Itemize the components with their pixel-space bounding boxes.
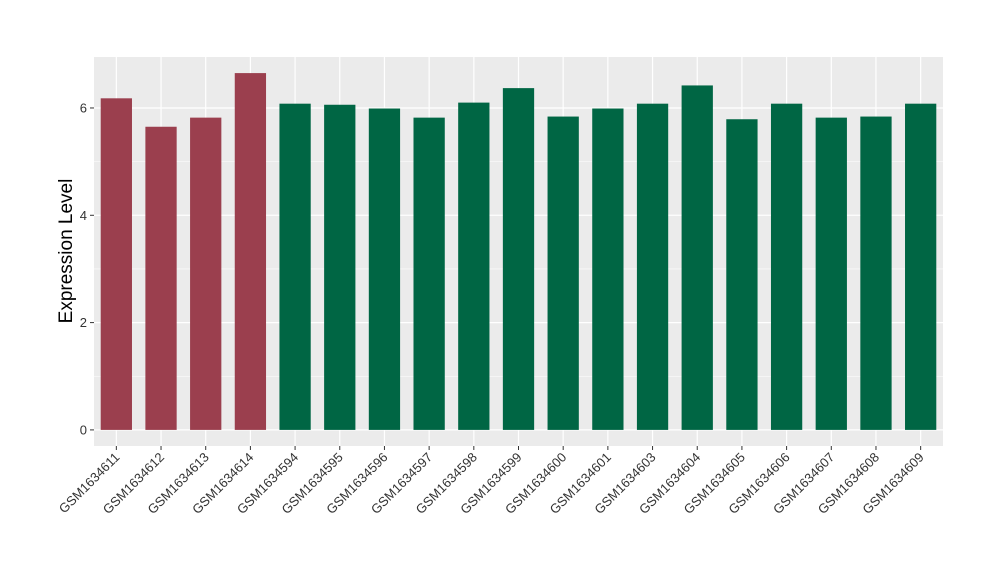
bar: [726, 119, 758, 430]
bar: [592, 108, 624, 430]
bar: [860, 116, 892, 430]
y-axis: 0 2 4 6: [80, 100, 94, 437]
bar: [681, 85, 713, 430]
y-tick-label: 0: [80, 422, 87, 437]
bar: [190, 117, 222, 430]
bar: [234, 73, 267, 430]
bar: [100, 98, 132, 430]
y-axis-title: Expression Level: [56, 179, 77, 324]
bar: [413, 117, 445, 430]
bar: [815, 117, 847, 430]
bar: [547, 116, 579, 430]
bar: [905, 103, 937, 430]
y-tick-label: 4: [80, 208, 87, 223]
y-tick-label: 2: [80, 315, 87, 330]
bar: [502, 88, 535, 430]
bar: [636, 103, 669, 430]
bar: [279, 103, 311, 430]
bar: [368, 108, 401, 430]
x-axis: GSM1634611GSM1634612GSM1634613GSM1634614…: [56, 446, 927, 517]
bar: [324, 104, 356, 430]
bar: [145, 126, 177, 430]
bar: [770, 103, 803, 430]
bar: [458, 102, 490, 430]
y-tick-label: 6: [80, 100, 87, 115]
bars: [100, 73, 937, 430]
